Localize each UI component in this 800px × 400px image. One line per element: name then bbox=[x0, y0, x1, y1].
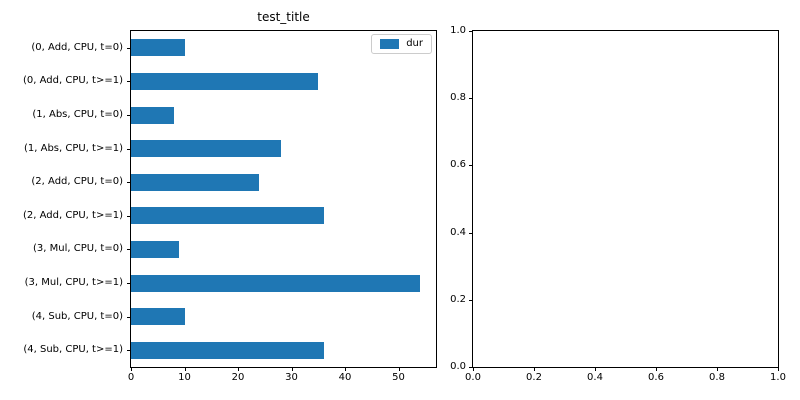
bar bbox=[131, 308, 185, 326]
category-tick-label: (3, Mul, CPU, t=0) bbox=[33, 243, 123, 255]
x-tick-label: 50 bbox=[392, 372, 405, 383]
x-tick-mark bbox=[398, 367, 400, 371]
x-tick-mark bbox=[184, 367, 186, 371]
bar bbox=[131, 140, 281, 158]
y-tick-mark bbox=[127, 182, 131, 184]
y-tick-mark bbox=[469, 98, 473, 100]
chart-title: test_title bbox=[257, 10, 310, 24]
y-tick-label: 0.8 bbox=[450, 92, 466, 104]
x-tick-mark bbox=[595, 367, 596, 371]
x-tick-mark bbox=[345, 367, 347, 371]
category-tick-label: (4, Sub, CPU, t>=1) bbox=[23, 344, 123, 356]
category-tick-label: (2, Add, CPU, t=0) bbox=[31, 176, 123, 188]
x-tick-label: 1.0 bbox=[770, 372, 786, 383]
category-tick-label: (4, Sub, CPU, t=0) bbox=[31, 310, 123, 322]
category-tick-label: (0, Add, CPU, t=0) bbox=[31, 41, 123, 53]
y-tick-mark bbox=[127, 215, 131, 217]
x-tick-label: 0.8 bbox=[709, 372, 725, 383]
x-tick-label: 10 bbox=[178, 372, 191, 383]
y-tick-label: 0.2 bbox=[450, 293, 466, 305]
empty-plot-area: 0.0 0.2 0.4 0.6 0.8 1.0 0.0 0.2 0.4 0.6 0.8 1.0 bbox=[450, 26, 786, 383]
category-tick-label: (2, Add, CPU, t>=1) bbox=[23, 209, 123, 221]
bar bbox=[131, 274, 420, 292]
category-tick-label: (0, Add, CPU, t>=1) bbox=[23, 75, 123, 87]
y-tick-mark bbox=[469, 367, 473, 368]
x-tick-mark bbox=[534, 367, 535, 371]
y-tick-mark bbox=[127, 249, 131, 251]
y-tick-mark bbox=[469, 165, 473, 167]
y-tick-mark bbox=[127, 316, 131, 318]
category-tick-label: (1, Abs, CPU, t>=1) bbox=[23, 142, 123, 154]
y-tick-mark bbox=[127, 283, 131, 284]
y-tick-mark bbox=[127, 115, 131, 116]
x-tick-mark bbox=[717, 367, 718, 371]
bar bbox=[131, 39, 185, 57]
x-tick-label: 30 bbox=[285, 372, 298, 383]
bar-chart-plot-area: dur (0, Add, CPU, t=0) (0, Add, CPU, t>=1… bbox=[23, 30, 437, 383]
x-tick-label: 0.6 bbox=[648, 372, 664, 383]
x-tick-mark bbox=[131, 367, 132, 371]
x-tick-mark bbox=[656, 367, 657, 371]
y-tick-mark bbox=[469, 31, 473, 32]
y-tick-label: 0.0 bbox=[450, 361, 466, 372]
y-tick-mark bbox=[127, 148, 131, 150]
x-tick-mark bbox=[238, 367, 240, 371]
x-tick-label: 0.4 bbox=[587, 372, 603, 383]
bar bbox=[131, 240, 180, 258]
y-tick-label: 0.4 bbox=[450, 226, 466, 238]
x-tick-mark bbox=[291, 367, 293, 371]
y-tick-mark bbox=[127, 350, 131, 352]
bar bbox=[131, 341, 324, 359]
y-tick-label: 0.6 bbox=[450, 159, 466, 171]
legend-swatch-icon bbox=[380, 39, 400, 49]
y-tick-mark bbox=[469, 232, 473, 234]
bar bbox=[131, 106, 174, 124]
bar bbox=[131, 173, 260, 191]
x-tick-mark bbox=[778, 367, 779, 371]
x-tick-label: 0.2 bbox=[526, 372, 542, 383]
legend: dur bbox=[371, 34, 432, 54]
bar bbox=[131, 72, 319, 90]
category-tick-label: (1, Abs, CPU, t=0) bbox=[32, 109, 123, 120]
y-tick-mark bbox=[127, 47, 131, 49]
y-tick-mark bbox=[469, 299, 473, 301]
x-tick-label: 0.0 bbox=[465, 372, 481, 383]
x-tick-mark bbox=[473, 367, 474, 371]
y-tick-label: 1.0 bbox=[450, 25, 466, 36]
x-tick-label: 0 bbox=[127, 372, 135, 383]
x-tick-label: 40 bbox=[338, 372, 352, 383]
y-tick-mark bbox=[127, 81, 131, 83]
legend-label: dur bbox=[406, 38, 423, 49]
x-tick-label: 20 bbox=[231, 372, 245, 383]
bar bbox=[131, 207, 324, 225]
category-tick-label: (3, Mul, CPU, t>=1) bbox=[24, 277, 123, 288]
